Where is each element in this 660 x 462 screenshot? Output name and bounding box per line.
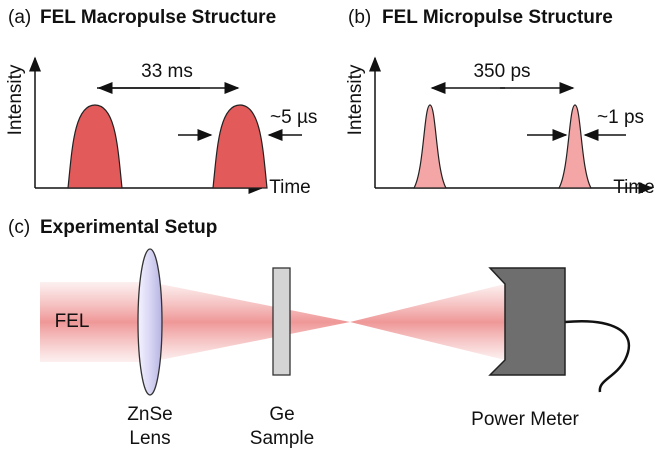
pulse xyxy=(67,104,123,189)
beam xyxy=(40,282,150,362)
power-meter xyxy=(488,267,566,376)
axis-label: Time xyxy=(613,177,655,198)
panel-title: FEL Micropulse Structure xyxy=(382,7,613,28)
axis-label: Time xyxy=(269,177,311,198)
component-label: Lens xyxy=(129,428,170,449)
pulse xyxy=(557,104,593,189)
beam xyxy=(150,282,350,362)
panel-b: (b) FEL Micropulse Structure Intensity T… xyxy=(345,7,655,198)
panel-label: (a) xyxy=(8,7,31,28)
axis-label: Intensity xyxy=(345,64,366,135)
width-label: ~5 µs xyxy=(270,107,317,128)
component-label: Ge xyxy=(269,404,294,425)
component-label: Power Meter xyxy=(471,409,579,430)
width-label: ~1 ps xyxy=(597,107,644,128)
beam-label: FEL xyxy=(55,311,90,332)
panel-label: (c) xyxy=(8,217,30,238)
panel-title: FEL Macropulse Structure xyxy=(40,7,276,28)
pulse xyxy=(212,104,268,189)
beam xyxy=(350,284,505,360)
panel-a: (a) FEL Macropulse Structure Intensity T… xyxy=(5,7,317,198)
cable xyxy=(564,320,631,393)
component-label: Sample xyxy=(250,428,314,449)
component-label: ZnSe xyxy=(127,404,172,425)
sample xyxy=(272,267,291,376)
pulse xyxy=(412,104,448,189)
spacing-label: 350 ps xyxy=(473,61,530,82)
lens xyxy=(137,248,163,396)
panel-c: (c) Experimental Setup FEL ZnSe Lens Ge … xyxy=(8,217,631,449)
axis-label: Intensity xyxy=(5,64,26,135)
panel-label: (b) xyxy=(348,7,371,28)
spacing-label: 33 ms xyxy=(141,61,193,82)
panel-title: Experimental Setup xyxy=(40,217,217,238)
